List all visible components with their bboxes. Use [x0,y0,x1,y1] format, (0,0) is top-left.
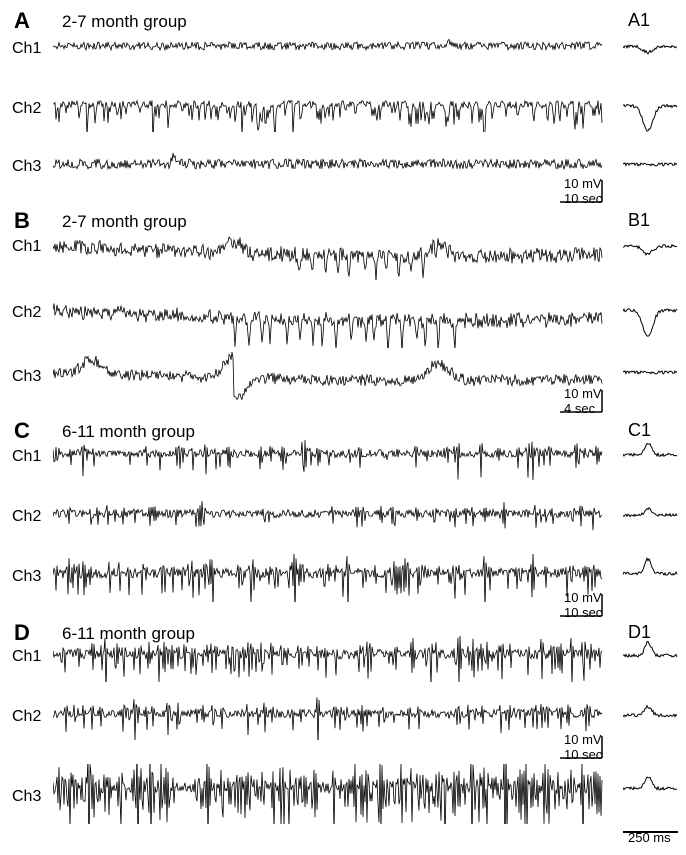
channel-label-c-ch3: Ch3 [12,568,41,586]
scalebar-c-v-label: 10 mV [564,590,602,605]
channel-label-c-ch1: Ch1 [12,448,41,466]
trace-b-ch1 [53,224,603,285]
trace-a-ch1 [53,30,603,75]
scalebar-d-h-label: 10 sec [564,747,602,762]
channel-label-a-ch1: Ch1 [12,40,41,58]
inset-d1-ch1 [623,638,678,687]
trace-c-ch3 [53,554,603,607]
panel-letter-a: A [14,8,30,34]
channel-label-d-ch3: Ch3 [12,788,41,806]
channel-label-d-ch1: Ch1 [12,648,41,666]
trace-a-ch2 [53,86,603,137]
trace-d-ch3 [53,764,603,829]
figure-root: A 2-7 month group A1 Ch1 Ch2 Ch3 10 mV 1… [8,8,678,847]
inset-c1-ch2 [623,500,678,543]
inset-a1-ch2 [623,86,678,141]
scalebar-a-v-label: 10 mV [564,176,602,191]
panel-letter-a1: A1 [628,10,650,31]
panel-letter-b: B [14,208,30,234]
scalebar-c-h-label: 10 sec [564,605,602,620]
channel-label-c-ch2: Ch2 [12,508,41,526]
trace-b-ch2 [53,286,603,353]
inset-d1-ch3 [623,770,678,821]
inset-b1-ch1 [623,230,678,275]
panel-title-a: 2-7 month group [62,12,187,32]
inset-b1-ch3 [623,358,678,399]
inset-c1-ch3 [623,556,678,605]
scalebar-b-h-label: 4 sec [564,401,595,416]
panel-letter-d: D [14,620,30,646]
channel-label-a-ch2: Ch2 [12,100,41,118]
trace-c-ch1 [53,436,603,485]
inset-d1-ch2 [623,700,678,743]
inset-a1-ch3 [623,150,678,191]
inset-c1-ch1 [623,438,678,485]
panel-letter-c: C [14,418,30,444]
trace-d-ch1 [53,636,603,687]
inset-a1-ch1 [623,32,678,73]
channel-label-d-ch2: Ch2 [12,708,41,726]
trace-d-ch2 [53,696,603,745]
panel-letter-b1: B1 [628,210,650,231]
inset-timebar-label: 250 ms [628,830,671,845]
channel-label-a-ch3: Ch3 [12,158,41,176]
trace-a-ch3 [53,148,603,193]
trace-c-ch2 [53,496,603,545]
channel-label-b-ch2: Ch2 [12,304,41,322]
scalebar-a-h-label: 10 sec [564,191,602,206]
channel-label-b-ch1: Ch1 [12,238,41,256]
channel-label-b-ch3: Ch3 [12,368,41,386]
scalebar-d-v-label: 10 mV [564,732,602,747]
trace-b-ch3 [53,350,603,411]
scalebar-b-v-label: 10 mV [564,386,602,401]
inset-b1-ch2 [623,288,678,349]
